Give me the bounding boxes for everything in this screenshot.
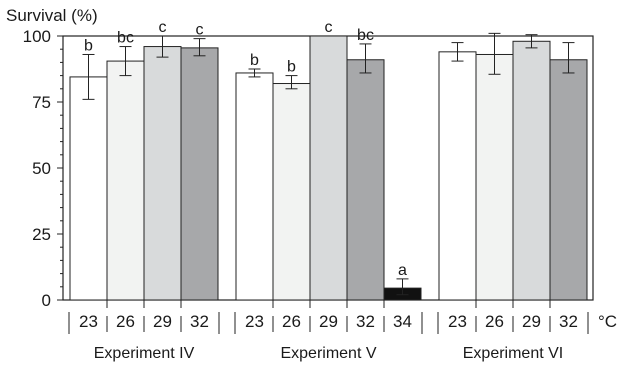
bar-1-32 [180,47,219,301]
significance-letter: a [398,262,407,279]
bar-3-29 [512,40,551,301]
bar-3-23 [438,51,477,301]
bar-2-26 [272,83,311,301]
x-tick-label: 26 [116,312,135,331]
significance-letter: c [159,19,167,36]
significance-letter: b [287,59,296,76]
x-tick-label: 23 [79,312,98,331]
x-tick-label: 32 [190,312,209,331]
y-tick-label: 0 [42,291,51,310]
y-axis-label: Survival (%) [6,6,98,25]
significance-letter: bc [117,30,134,47]
group-label: Experiment IV [94,345,195,362]
bar-1-23 [69,76,108,301]
bar-1-29 [143,46,182,301]
bar-1-26 [106,60,145,301]
significance-letter: c [196,22,204,39]
bar-2-23 [235,72,274,301]
y-tick-label: 100 [23,27,51,46]
x-tick-label: 34 [393,312,412,331]
x-tick-label: 23 [448,312,467,331]
y-tick-label: 75 [32,93,51,112]
significance-letter: b [84,37,93,54]
x-tick-label: 29 [153,312,172,331]
temperature-unit-label: °C [598,312,617,331]
significance-letter: b [250,52,259,69]
y-tick-label: 50 [32,159,51,178]
bar-2-32 [346,59,385,301]
x-tick-label: 32 [356,312,375,331]
group-label: Experiment V [280,345,376,362]
y-tick-label: 25 [32,225,51,244]
x-tick-label: 23 [245,312,264,331]
x-tick-label: 32 [559,312,578,331]
bar-3-32 [549,59,588,301]
bar-3-26 [475,53,514,301]
bar-2-29 [309,35,348,301]
group-label: Experiment VI [463,345,563,362]
x-tick-label: 29 [319,312,338,331]
significance-letter: c [325,19,333,36]
x-tick-label: 29 [522,312,541,331]
significance-letter: bc [357,27,374,44]
x-tick-label: 26 [485,312,504,331]
x-tick-label: 26 [282,312,301,331]
